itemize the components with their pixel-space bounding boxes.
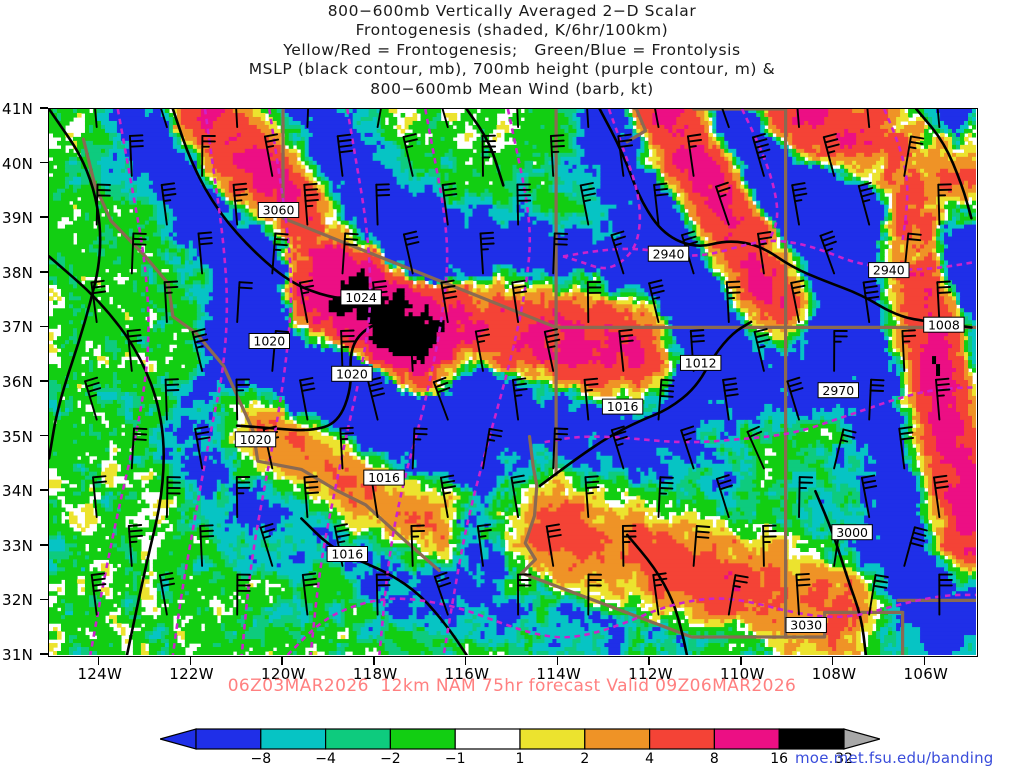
lat-tick (40, 489, 48, 491)
colorbar-tick-label: −1 (444, 751, 466, 767)
lat-label: 41N (2, 100, 34, 118)
colorbar-tick-label: −2 (380, 751, 401, 767)
lon-tick (373, 657, 375, 665)
lon-tick (189, 657, 191, 665)
title-line-3: Yellow/Red = Frontogenesis; Green/Blue =… (283, 40, 741, 59)
lat-label: 39N (2, 209, 34, 228)
lat-label: 33N (2, 536, 34, 555)
lat-tick (40, 271, 48, 273)
colorbar-swatches (160, 728, 880, 750)
lon-tick (648, 657, 650, 665)
lat-tick (40, 434, 48, 437)
lat-tick (40, 107, 48, 109)
lat-tick (40, 161, 48, 164)
lon-label: 106W (903, 665, 949, 683)
lon-label: 108W (811, 665, 857, 683)
title-line-4: MSLP (black contour, mb), 700mb height (… (248, 60, 776, 79)
title-line-2: Frontogenesis (shaded, K/6hr/100km) (355, 21, 669, 40)
lon-tick (97, 657, 100, 665)
lon-label: 112W (628, 665, 673, 683)
colorbar-tick-label: 32 (835, 751, 853, 767)
lon-tick (740, 657, 742, 665)
lat-tick (40, 544, 48, 546)
chart-title-block: 800−600mb Vertically Averaged 2−D Scalar… (0, 2, 1024, 99)
lon-tick (281, 657, 283, 665)
lat-tick (40, 653, 48, 655)
title-line-1: 800−600mb Vertically Averaged 2−D Scalar (327, 2, 697, 20)
colorbar-tick-label: −8 (250, 751, 272, 767)
lon-label: 122W (169, 665, 214, 683)
lat-tick (40, 216, 48, 218)
colorbar-tick-label: 1 (515, 751, 525, 767)
lat-label: 38N (2, 263, 34, 282)
colorbar-tick-label: 16 (770, 751, 789, 767)
wind-barbs (84, 109, 953, 616)
lat-tick (40, 598, 48, 601)
lat-label: 36N (2, 373, 34, 391)
lon-label: 114W (536, 665, 582, 683)
lon-tick (831, 657, 834, 665)
lon-label: 118W (352, 665, 398, 683)
lat-tick (40, 325, 48, 328)
contour-labels: 3060102410201020102010161016101610121008… (234, 202, 965, 633)
lat-label: 35N (2, 427, 34, 446)
colorbar-tick-label: 4 (645, 751, 655, 767)
lon-label: 124W (77, 665, 123, 683)
lon-label: 120W (261, 665, 306, 683)
h700-contours (89, 109, 976, 655)
title-line-5: 800−600mb Mean Wind (barb, kt) (370, 79, 654, 98)
lon-tick (464, 657, 467, 665)
colorbar-tick-label: 8 (709, 751, 719, 767)
lat-label: 37N (2, 318, 34, 337)
lon-label: 116W (444, 665, 490, 683)
watermark-label: moe.met.fsu.edu/banding (795, 749, 994, 767)
colorbar: −8 −4 −2 −1 1 2 4 8 16 32 (160, 727, 880, 768)
colorbar-tick-label: 2 (580, 751, 590, 767)
lat-tick (40, 380, 48, 382)
map-plot-area: 3060 1024 1020 1020 1020 1016 1016 1016 1012 1008… (48, 108, 978, 657)
lon-tick (923, 657, 926, 665)
frontogenesis-map-svg: 3060102410201020102010161016101610121008… (49, 109, 976, 655)
forecast-caption: 06Z03MAR2026 12km NAM 75hr forecast Vali… (227, 676, 797, 696)
colorbar-tick-label: −4 (315, 751, 336, 767)
lat-label: 40N (2, 154, 34, 173)
mslp-contours (49, 109, 973, 655)
lon-label: 110W (719, 665, 765, 683)
lat-label: 32N (2, 591, 34, 610)
lon-tick (556, 657, 559, 665)
lat-label: 31N (2, 646, 34, 664)
lat-label: 34N (2, 482, 34, 501)
